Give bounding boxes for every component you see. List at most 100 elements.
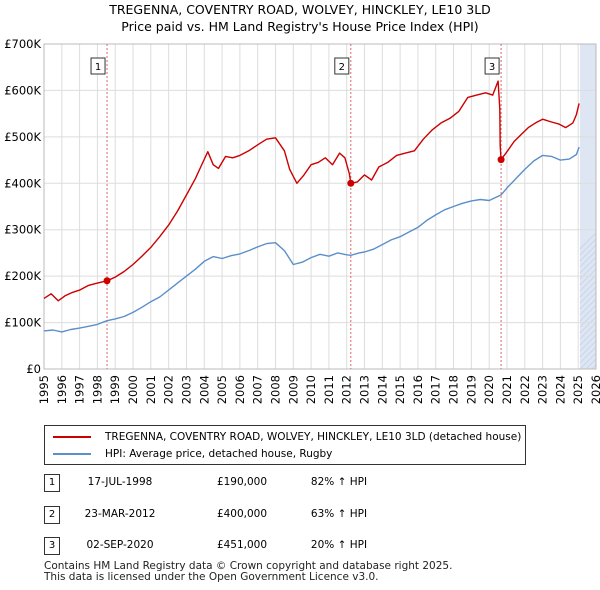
sale-number-badge: 3 bbox=[44, 537, 60, 555]
sale-number-badge: 2 bbox=[44, 506, 60, 524]
x-tick-label: 2002 bbox=[162, 375, 176, 404]
footer: Contains HM Land Registry data © Crown c… bbox=[44, 561, 452, 583]
future-shaded-region bbox=[579, 44, 596, 369]
x-tick-label: 1997 bbox=[73, 375, 87, 404]
sale-label: 1 bbox=[95, 62, 101, 73]
x-tick-label: 1999 bbox=[108, 375, 122, 404]
x-tick-label: 2022 bbox=[518, 375, 532, 404]
x-tick-label: 1996 bbox=[55, 375, 69, 404]
x-tick-label: 1998 bbox=[90, 375, 104, 404]
property-price-line bbox=[43, 80, 580, 302]
sale-date: 02-SEP-2020 bbox=[86, 539, 154, 551]
x-tick-label: 2005 bbox=[215, 375, 229, 404]
sale-hpi-change: 20% ↑ HPI bbox=[310, 539, 368, 551]
legend-item-hpi: HPI: Average price, detached house, Rugb… bbox=[53, 446, 332, 462]
sale-point bbox=[347, 179, 355, 187]
sale-label-box bbox=[334, 57, 350, 75]
y-tick-label: £0 bbox=[26, 362, 41, 376]
footer-licence: This data is licensed under the Open Gov… bbox=[44, 571, 379, 583]
legend-swatch-hpi bbox=[53, 453, 91, 455]
legend-label-property: TREGENNA, COVENTRY ROAD, WOLVEY, HINCKLE… bbox=[105, 431, 522, 443]
future-hatch-line bbox=[579, 292, 597, 310]
x-tick-label: 2008 bbox=[268, 375, 282, 404]
hpi-line bbox=[43, 146, 580, 333]
future-hatch-line bbox=[591, 364, 597, 370]
y-tick-label: £100K bbox=[4, 316, 41, 330]
sale-label-box bbox=[484, 57, 500, 75]
future-hatch-line bbox=[579, 286, 597, 304]
x-tick-label: 2000 bbox=[126, 375, 140, 404]
legend-item-property: TREGENNA, COVENTRY ROAD, WOLVEY, HINCKLE… bbox=[53, 429, 521, 445]
x-tick-label: 2013 bbox=[358, 375, 372, 404]
chart-title-line1: TREGENNA, COVENTRY ROAD, WOLVEY, HINCKLE… bbox=[109, 2, 491, 17]
x-tick-label: 1995 bbox=[37, 375, 51, 404]
legend-swatch-property bbox=[53, 436, 91, 438]
future-hatch-line bbox=[579, 232, 597, 250]
x-tick-label: 2020 bbox=[482, 375, 496, 404]
chart-title-line2: Price paid vs. HM Land Registry's House … bbox=[121, 19, 479, 34]
sale-date: 23-MAR-2012 bbox=[84, 508, 156, 520]
future-hatch-line bbox=[579, 328, 597, 346]
sale-label: 2 bbox=[339, 62, 345, 73]
legend-label-hpi: HPI: Average price, detached house, Rugb… bbox=[105, 448, 333, 460]
future-hatch-line bbox=[579, 274, 597, 292]
x-tick-label: 2014 bbox=[375, 375, 389, 404]
sale-price: £451,000 bbox=[216, 539, 268, 551]
sale-label: 3 bbox=[489, 62, 495, 73]
future-hatch-line bbox=[579, 268, 597, 286]
sale-point bbox=[497, 156, 505, 164]
x-tick-label: 2026 bbox=[589, 375, 600, 404]
x-tick-label: 2023 bbox=[536, 375, 550, 404]
future-hatch-line bbox=[579, 256, 597, 274]
future-hatch-line bbox=[579, 244, 597, 262]
future-hatch-line bbox=[585, 358, 597, 370]
sale-row: 1 17-JUL-1998 £190,000 82% ↑ HPI bbox=[44, 474, 444, 492]
future-hatch-line bbox=[579, 298, 597, 316]
x-tick-label: 2011 bbox=[322, 375, 336, 404]
x-tick-label: 2001 bbox=[144, 375, 158, 404]
sale-price: £400,000 bbox=[216, 508, 268, 520]
future-hatch-line bbox=[579, 334, 597, 352]
x-tick-label: 2024 bbox=[553, 375, 567, 404]
sale-number-badge: 1 bbox=[44, 474, 60, 492]
future-hatch-line bbox=[579, 250, 597, 268]
y-tick-label: £600K bbox=[4, 83, 41, 97]
sale-row: 3 02-SEP-2020 £451,000 20% ↑ HPI bbox=[44, 537, 444, 555]
x-tick-label: 2016 bbox=[411, 375, 425, 404]
y-tick-label: £500K bbox=[4, 130, 41, 144]
future-hatch-line bbox=[579, 346, 597, 364]
legend: TREGENNA, COVENTRY ROAD, WOLVEY, HINCKLE… bbox=[44, 425, 526, 465]
x-tick-label: 2025 bbox=[571, 375, 585, 404]
y-tick-label: £300K bbox=[4, 223, 41, 237]
x-tick-label: 2006 bbox=[233, 375, 247, 404]
plot-frame bbox=[43, 43, 597, 370]
sale-point bbox=[103, 277, 111, 285]
y-tick-label: £200K bbox=[4, 269, 41, 283]
x-tick-label: 2003 bbox=[179, 375, 193, 404]
footer-copyright: Contains HM Land Registry data © Crown c… bbox=[44, 560, 453, 572]
sale-date: 17-JUL-1998 bbox=[87, 476, 153, 488]
future-hatch-line bbox=[579, 352, 597, 370]
sale-label-box bbox=[90, 57, 106, 75]
x-tick-label: 2012 bbox=[340, 375, 354, 404]
price-chart: £0 £100K £200K £300K £400K £500K £600K £700K 199… bbox=[4, 37, 600, 404]
future-hatch-line bbox=[579, 310, 597, 328]
x-tick-label: 2010 bbox=[304, 375, 318, 404]
sale-hpi-change: 63% ↑ HPI bbox=[310, 508, 368, 520]
future-hatch-line bbox=[579, 280, 597, 298]
y-tick-label: £400K bbox=[4, 176, 41, 190]
x-tick-label: 2007 bbox=[251, 375, 265, 404]
future-hatch-line bbox=[579, 304, 597, 322]
x-tick-label: 2015 bbox=[393, 375, 407, 404]
y-tick-label: £700K bbox=[4, 37, 41, 51]
x-tick-label: 2018 bbox=[447, 375, 461, 404]
future-hatch-line bbox=[579, 238, 597, 256]
future-hatch-line bbox=[579, 316, 597, 334]
x-tick-label: 2017 bbox=[429, 375, 443, 404]
x-tick-label: 2004 bbox=[197, 375, 211, 404]
future-hatch-line bbox=[579, 322, 597, 340]
x-tick-label: 2019 bbox=[464, 375, 478, 404]
x-tick-label: 2009 bbox=[286, 375, 300, 404]
future-hatch-line bbox=[579, 340, 597, 358]
sale-price: £190,000 bbox=[216, 476, 268, 488]
